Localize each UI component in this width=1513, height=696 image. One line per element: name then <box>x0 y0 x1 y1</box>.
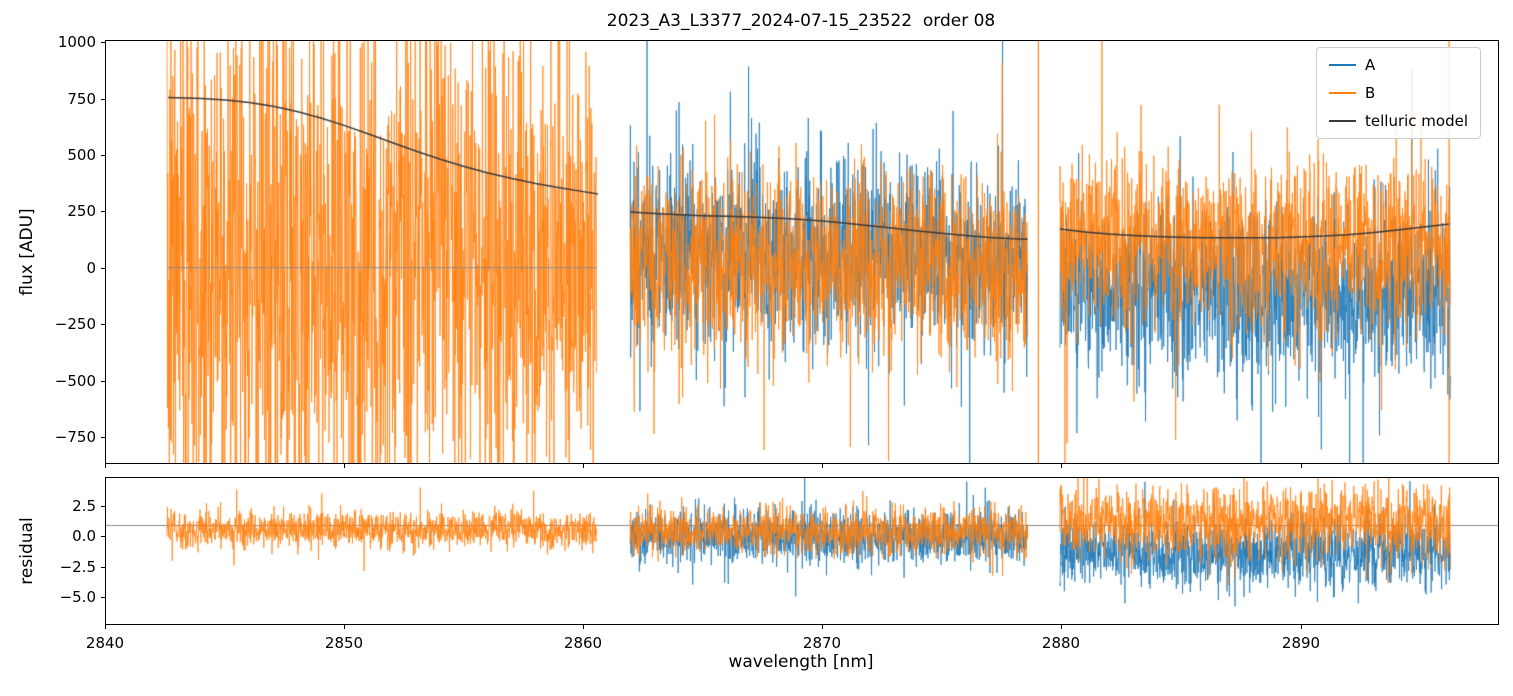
xtick-label: 2840 <box>85 634 125 652</box>
flux-plot-area <box>105 40 1499 464</box>
xtick-label: 2860 <box>563 634 603 652</box>
tick-mark <box>344 464 346 468</box>
series-a-line-swatch <box>1329 64 1356 66</box>
telluric-model-line-swatch <box>1329 120 1356 122</box>
legend-label: telluric model <box>1365 112 1469 130</box>
xtick-label: 2870 <box>802 634 842 652</box>
tick-mark <box>101 436 105 438</box>
tick-mark <box>1061 464 1063 468</box>
xtick-label: 2880 <box>1041 634 1081 652</box>
legend-label: B <box>1365 84 1376 102</box>
tick-mark <box>105 464 106 468</box>
flux-ytick-label: 750 <box>67 90 96 108</box>
series-b-line-swatch <box>1329 92 1356 94</box>
flux-ytick-label: 250 <box>67 202 96 220</box>
tick-mark <box>822 625 824 629</box>
legend-entry-telluric-model: telluric model <box>1329 112 1468 130</box>
xtick-label: 2850 <box>324 634 364 652</box>
tick-mark <box>1300 464 1302 468</box>
residual-ytick-label: −5.0 <box>59 588 96 606</box>
tick-mark <box>101 597 105 599</box>
legend-entry-a: A <box>1329 56 1468 74</box>
residual-plot-canvas <box>106 478 1498 624</box>
residual-ytick-label: 2.5 <box>72 497 96 515</box>
tick-mark <box>101 566 105 568</box>
flux-ytick-label: 500 <box>67 146 96 164</box>
tick-mark <box>101 324 105 326</box>
legend-label: A <box>1365 56 1376 74</box>
tick-mark <box>101 155 105 157</box>
xtick-label: 2890 <box>1281 634 1321 652</box>
residual-ytick-label: −2.5 <box>59 558 96 576</box>
tick-mark <box>1300 625 1302 629</box>
tick-mark <box>101 211 105 213</box>
chart-title: 2023_A3_L3377_2024-07-15_23522 order 08 <box>606 11 996 31</box>
flux-ytick-label: −500 <box>54 372 96 390</box>
flux-ytick-label: −750 <box>54 428 96 446</box>
x-axis-label: wavelength [nm] <box>728 652 874 672</box>
tick-mark <box>101 536 105 538</box>
tick-mark <box>101 42 105 44</box>
residual-ytick-label: 0.0 <box>72 527 96 545</box>
flux-plot-canvas <box>106 41 1498 463</box>
tick-mark <box>101 506 105 508</box>
legend-entry-b: B <box>1329 84 1468 102</box>
tick-mark <box>101 267 105 269</box>
flux-ytick-label: 1000 <box>57 33 96 51</box>
tick-mark <box>105 625 106 629</box>
tick-mark <box>822 464 824 468</box>
flux-ytick-label: 0 <box>86 259 96 277</box>
tick-mark <box>583 625 585 629</box>
tick-mark <box>101 380 105 382</box>
flux-y-axis-label: flux [ADU] <box>17 208 37 296</box>
tick-mark <box>344 625 346 629</box>
tick-mark <box>583 464 585 468</box>
flux-ytick-label: −250 <box>54 315 96 333</box>
tick-mark <box>1061 625 1063 629</box>
legend: A B telluric model <box>1316 47 1482 139</box>
tick-mark <box>101 98 105 100</box>
residual-plot-area <box>105 477 1499 625</box>
